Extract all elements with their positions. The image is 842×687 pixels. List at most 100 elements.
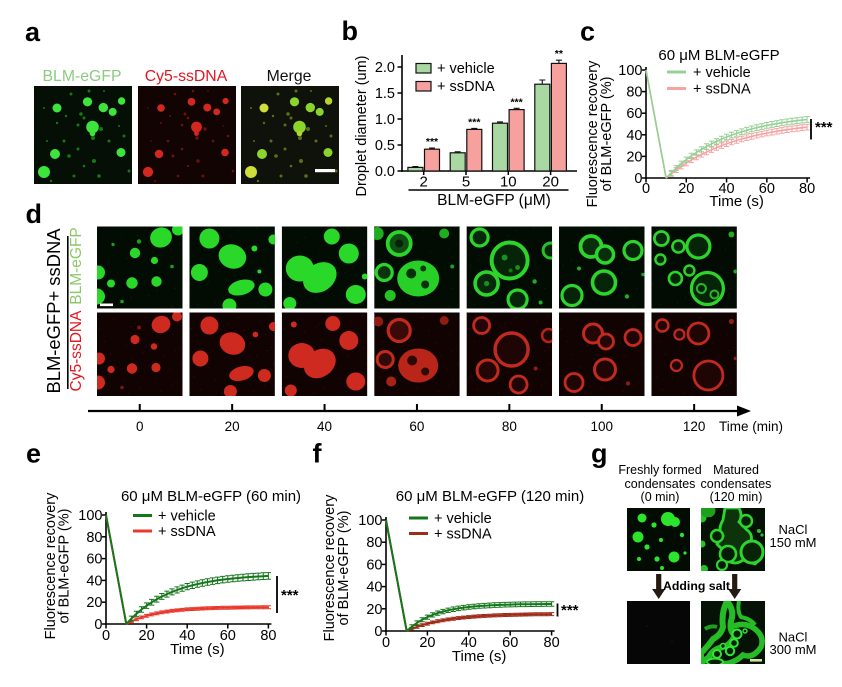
svg-text:BLM-eGFP: BLM-eGFP [43, 68, 122, 85]
svg-text:20: 20 [542, 174, 559, 191]
svg-text:60: 60 [502, 635, 518, 651]
svg-text:of BLM-eGFP (%): of BLM-eGFP (%) [599, 77, 615, 192]
svg-text:(120 min): (120 min) [710, 490, 763, 504]
svg-text:60 μM BLM-eGFP (120 min): 60 μM BLM-eGFP (120 min) [396, 488, 584, 505]
svg-text:1.5: 1.5 [375, 86, 395, 102]
svg-text:20: 20 [225, 419, 240, 434]
svg-text:+ vehicle: + vehicle [158, 509, 216, 525]
svg-text:80: 80 [502, 419, 517, 434]
svg-text:d: d [26, 199, 43, 229]
svg-text:Time (s): Time (s) [452, 648, 506, 665]
svg-text:60: 60 [409, 419, 424, 434]
svg-text:40: 40 [179, 628, 195, 644]
svg-text:condensates: condensates [625, 477, 696, 491]
svg-text:Time (s): Time (s) [709, 193, 763, 210]
svg-text:of BLM-eGFP (%): of BLM-eGFP (%) [336, 511, 352, 626]
svg-text:0: 0 [136, 419, 144, 434]
svg-text:+ ssDNA: + ssDNA [693, 82, 751, 98]
svg-text:5: 5 [462, 174, 470, 191]
svg-text:20: 20 [139, 628, 155, 644]
svg-text:Adding salt: Adding salt [663, 579, 730, 593]
svg-text:80: 80 [544, 635, 560, 651]
svg-text:0: 0 [642, 181, 650, 197]
svg-text:Fluorescence recovery: Fluorescence recovery [322, 494, 338, 641]
svg-text:100: 100 [78, 508, 102, 524]
svg-text:150 mM: 150 mM [770, 535, 817, 550]
svg-text:+ ssDNA: + ssDNA [437, 79, 495, 95]
svg-text:60 μM BLM-eGFP (60 min): 60 μM BLM-eGFP (60 min) [121, 488, 301, 505]
svg-text:20: 20 [419, 635, 435, 651]
svg-text:Fluorescence recovery: Fluorescence recovery [585, 60, 601, 207]
svg-text:40: 40 [317, 419, 332, 434]
svg-text:Merge: Merge [267, 68, 312, 85]
svg-text:of BLM-eGFP (%): of BLM-eGFP (%) [57, 509, 73, 624]
svg-text:***: *** [426, 136, 439, 148]
svg-text:80: 80 [86, 530, 102, 546]
svg-text:+ vehicle: + vehicle [693, 65, 751, 81]
svg-text:60: 60 [366, 557, 382, 573]
svg-text:20: 20 [86, 595, 102, 611]
svg-text:c: c [580, 17, 595, 47]
svg-text:***: *** [561, 602, 579, 619]
svg-text:***: *** [468, 116, 481, 128]
svg-text:80: 80 [626, 85, 642, 101]
svg-text:+ vehicle: + vehicle [437, 61, 495, 77]
svg-text:+ ssDNA: + ssDNA [434, 527, 492, 543]
svg-text:60 μM BLM-eGFP: 60 μM BLM-eGFP [658, 47, 779, 64]
svg-text:40: 40 [626, 128, 642, 144]
svg-text:e: e [26, 439, 41, 469]
svg-text:Droplet diameter (um): Droplet diameter (um) [354, 55, 370, 196]
svg-text:0.5: 0.5 [375, 138, 395, 154]
svg-text:0: 0 [382, 635, 390, 651]
svg-text:0: 0 [374, 624, 382, 640]
svg-text:40: 40 [366, 580, 382, 596]
svg-text:Time (s): Time (s) [170, 641, 224, 658]
svg-text:0.0: 0.0 [375, 164, 395, 180]
svg-text:100: 100 [618, 63, 642, 79]
svg-text:80: 80 [799, 181, 815, 197]
svg-text:0: 0 [634, 171, 642, 187]
svg-text:40: 40 [718, 181, 734, 197]
svg-text:(0 min): (0 min) [641, 490, 680, 504]
svg-text:10: 10 [500, 174, 517, 191]
svg-text:NaCl: NaCl [779, 522, 808, 537]
svg-text:Cy5-ssDNA: Cy5-ssDNA [68, 310, 85, 392]
svg-text:40: 40 [461, 635, 477, 651]
svg-text:+ ssDNA: + ssDNA [158, 524, 216, 540]
svg-text:100: 100 [358, 513, 382, 529]
svg-text:***: *** [281, 587, 299, 604]
svg-text:80: 80 [260, 628, 276, 644]
svg-text:Freshly formed: Freshly formed [618, 463, 701, 477]
svg-text:80: 80 [366, 535, 382, 551]
svg-text:NaCl: NaCl [779, 630, 808, 645]
svg-text:a: a [25, 17, 41, 47]
svg-text:60: 60 [86, 552, 102, 568]
svg-text:Fluorescence recovery: Fluorescence recovery [43, 492, 59, 639]
svg-text:20: 20 [366, 602, 382, 618]
svg-text:Time (min): Time (min) [719, 419, 783, 434]
svg-text:0: 0 [94, 617, 102, 633]
svg-text:300 mM: 300 mM [770, 642, 817, 657]
svg-text:2.0: 2.0 [375, 60, 395, 76]
svg-text:Cy5-ssDNA: Cy5-ssDNA [145, 68, 228, 85]
svg-text:Matured: Matured [713, 463, 759, 477]
svg-text:0: 0 [102, 628, 110, 644]
svg-text:g: g [591, 439, 608, 469]
svg-text:100: 100 [590, 419, 613, 434]
svg-text:f: f [313, 439, 323, 469]
svg-text:***: *** [815, 119, 833, 136]
svg-text:20: 20 [678, 181, 694, 197]
svg-text:BLM-eGFP: BLM-eGFP [68, 227, 85, 305]
svg-text:60: 60 [220, 628, 236, 644]
svg-text:60: 60 [759, 181, 775, 197]
svg-text:***: *** [510, 96, 523, 108]
svg-text:b: b [342, 16, 359, 46]
svg-text:120: 120 [683, 419, 706, 434]
svg-text:BLM-eGFP (μM): BLM-eGFP (μM) [437, 192, 551, 209]
svg-text:60: 60 [626, 106, 642, 122]
svg-text:20: 20 [626, 149, 642, 165]
svg-text:2: 2 [420, 174, 428, 191]
svg-text:BLM-eGFP+ ssDNA: BLM-eGFP+ ssDNA [43, 228, 64, 394]
svg-text:+ vehicle: + vehicle [434, 511, 492, 527]
svg-text:**: ** [555, 48, 564, 60]
